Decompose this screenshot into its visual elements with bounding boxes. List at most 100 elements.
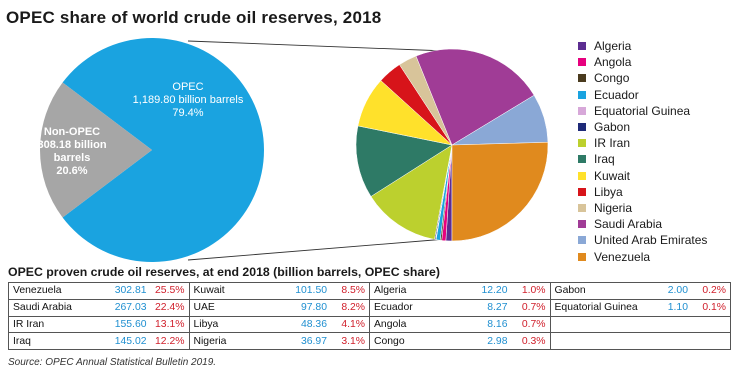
reserve-value: 12.20 [481, 285, 508, 297]
reserve-value: 145.02 [114, 335, 147, 347]
legend-item-ir-iran: IR Iran [578, 135, 730, 151]
table-row: Saudi Arabia 267.03 22.4% [9, 300, 189, 317]
legend-label: Congo [594, 71, 630, 86]
opec-share: 25.5% [155, 285, 185, 297]
reserve-value: 2.00 [667, 285, 688, 297]
legend-swatch [578, 123, 586, 132]
reserve-value: 97.80 [300, 302, 327, 314]
table-column: Algeria 12.20 1.0% Ecuador 8.27 0.7% Angola 8.1… [370, 283, 551, 349]
table-row: Equatorial Guinea 1.10 0.1% [550, 300, 730, 317]
legend-item-equatorial-guinea: Equatorial Guinea [578, 103, 730, 119]
legend-swatch [578, 203, 586, 212]
opec-share: 12.2% [155, 335, 185, 347]
legend-swatch [578, 220, 586, 229]
legend-swatch [578, 252, 586, 261]
table-row: Ecuador 8.27 0.7% [370, 300, 550, 317]
country-name: Kuwait [193, 285, 225, 297]
legend-swatch [578, 106, 586, 115]
table-column: Kuwait 101.50 8.5% UAE 97.80 8.2% Libya 48.36 4.… [189, 283, 370, 349]
pie-slice-non-opec [40, 82, 152, 218]
legend-swatch [578, 139, 586, 148]
country-name: Angola [374, 318, 407, 330]
opec-share: 3.1% [341, 335, 365, 347]
country-name: Equatorial Guinea [554, 302, 638, 314]
pie-slice-saudi-arabia [415, 48, 535, 146]
country-name: Libya [193, 318, 219, 330]
table-row [551, 333, 731, 349]
opec-share: 0.7% [521, 318, 546, 330]
legend-item-gabon: Gabon [578, 119, 730, 135]
table-row: Libya 48.36 4.1% [189, 317, 369, 334]
legend-label: Gabon [594, 120, 631, 135]
table-title: OPEC proven crude oil reserves, at end 2… [8, 265, 440, 279]
table-row: UAE 97.80 8.2% [189, 300, 369, 317]
legend-label: United Arab Emirates [594, 233, 708, 248]
table-row: Angola 8.16 0.7% [370, 317, 550, 334]
legend-item-kuwait: Kuwait [578, 168, 730, 184]
reserve-value: 36.97 [300, 335, 327, 347]
table-row: Nigeria 36.97 3.1% [190, 333, 370, 349]
opec-share: 8.5% [341, 285, 365, 297]
legend-label: Iraq [594, 152, 615, 167]
legend-label: Algeria [594, 39, 632, 54]
reserve-value: 302.81 [114, 285, 147, 297]
opec-share: 1.0% [521, 285, 546, 297]
legend-item-venezuela: Venezuela [578, 248, 730, 264]
reserve-value: 48.36 [300, 318, 327, 330]
opec-share: 0.1% [702, 302, 726, 314]
opec-share: 0.3% [521, 335, 546, 347]
pie-slice-opec [62, 38, 265, 262]
legend-swatch [578, 187, 586, 196]
opec-share: 4.1% [341, 318, 365, 330]
country-name: UAE [193, 302, 215, 314]
table-row [550, 317, 730, 334]
table-row: Algeria 12.20 1.0% [370, 283, 550, 300]
legend-item-iraq: Iraq [578, 151, 730, 167]
legend-item-angola: Angola [578, 54, 730, 70]
country-name: Iraq [13, 335, 31, 347]
legend-label: Nigeria [594, 200, 633, 215]
pie-slice-iraq [355, 125, 453, 197]
opec-label: OPEC 1,189.80 billion barrels 79.4% [133, 81, 244, 119]
reserve-value: 8.16 [487, 318, 508, 330]
legend-swatch [578, 74, 586, 83]
connector-line-bottom [187, 238, 447, 261]
legend-swatch [578, 236, 586, 245]
table-column: Gabon 2.00 0.2% Equatorial Guinea 1.10 0.1% [550, 283, 731, 349]
legend-item-libya: Libya [578, 184, 730, 200]
reserve-value: 1.10 [667, 302, 688, 314]
legend-item-ecuador: Ecuador [578, 87, 730, 103]
country-name: Venezuela [13, 285, 62, 297]
charts-canvas: OPEC 1,189.80 billion barrels 79.4% Non-OPE… [40, 38, 548, 262]
legend-label: Ecuador [594, 87, 639, 102]
legend-label: IR Iran [594, 136, 631, 151]
country-name: IR Iran [13, 318, 45, 330]
legend-item-nigeria: Nigeria [578, 200, 730, 216]
opec-share: 8.2% [341, 302, 365, 314]
table-row: Venezuela 302.81 25.5% [9, 283, 189, 300]
legend-swatch [578, 90, 586, 99]
country-name: Gabon [554, 285, 586, 297]
reserves-table: Venezuela 302.81 25.5% Saudi Arabia 267.03 22… [8, 282, 731, 350]
table-row: IR Iran 155.60 13.1% [9, 317, 189, 334]
reserve-value: 101.50 [295, 285, 327, 297]
legend-item-united-arab-emirates: United Arab Emirates [578, 232, 730, 248]
connector-line-top [187, 40, 447, 52]
legend-item-algeria: Algeria [578, 38, 730, 54]
legend-label: Equatorial Guinea [594, 103, 691, 118]
legend-item-saudi-arabia: Saudi Arabia [578, 216, 730, 232]
legend-label: Saudi Arabia [594, 217, 663, 232]
opec-share: 22.4% [155, 302, 185, 314]
legend-item-congo: Congo [578, 70, 730, 86]
table-row: Gabon 2.00 0.2% [550, 283, 730, 300]
country-name: Nigeria [193, 335, 227, 347]
table-row: Congo 2.98 0.3% [370, 333, 550, 349]
chart-title: OPEC share of world crude oil reserves, … [6, 8, 382, 27]
opec-share: 13.1% [155, 318, 185, 330]
country-name: Saudi Arabia [13, 302, 72, 314]
country-name: Ecuador [374, 302, 413, 314]
table-row: Kuwait 101.50 8.5% [189, 283, 369, 300]
legend: Algeria Angola Congo Ecuador Equatorial Guin… [578, 38, 730, 265]
reserve-value: 267.03 [114, 302, 147, 314]
opec-share: 0.2% [702, 285, 726, 297]
